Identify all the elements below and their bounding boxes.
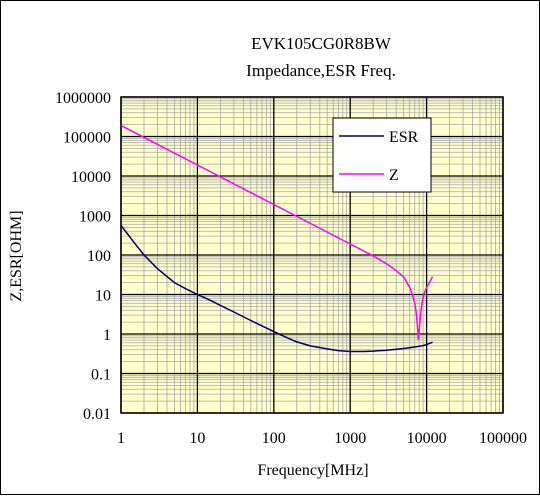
tick-labels: 1 10 100 1000 10000 100000 0.01 0.1 1 10 100 1000 10… [55, 90, 527, 447]
y-tick-label: 10 [95, 288, 111, 305]
y-tick-label: 0.01 [83, 406, 111, 423]
series-esr-line [120, 224, 433, 353]
major-gridlines [120, 96, 504, 414]
x-axis-label: Frequency[MHz] [257, 462, 368, 479]
legend: ESR Z [332, 117, 432, 193]
x-tick-label: 1000 [334, 430, 366, 447]
x-tick-label: 10000 [407, 430, 447, 447]
x-tick-label: 100000 [479, 430, 527, 447]
y-axis-label: Z,ESR[OHM] [8, 210, 25, 301]
x-tick-label: 1 [117, 430, 125, 447]
x-tick-label: 10 [189, 430, 205, 447]
series-layer [120, 124, 434, 353]
y-tick-label: 10000 [71, 169, 111, 186]
y-tick-label: 1 [103, 327, 111, 344]
chart-title: EVK105CG0R8BW [251, 34, 392, 53]
legend-box [332, 117, 432, 193]
plot-border [120, 96, 504, 414]
legend-esr-label: ESR [389, 129, 419, 146]
x-tick-label: 100 [262, 430, 286, 447]
y-tick-label: 100000 [63, 130, 111, 147]
chart-subtitle: Impedance,ESR Freq. [246, 61, 396, 80]
y-tick-label: 1000 [79, 209, 111, 226]
series-z-line [120, 124, 434, 341]
y-tick-label: 100 [87, 248, 111, 265]
y-tick-label: 0.1 [91, 367, 111, 384]
y-tick-label: 1000000 [55, 90, 111, 107]
legend-z-label: Z [389, 167, 399, 184]
